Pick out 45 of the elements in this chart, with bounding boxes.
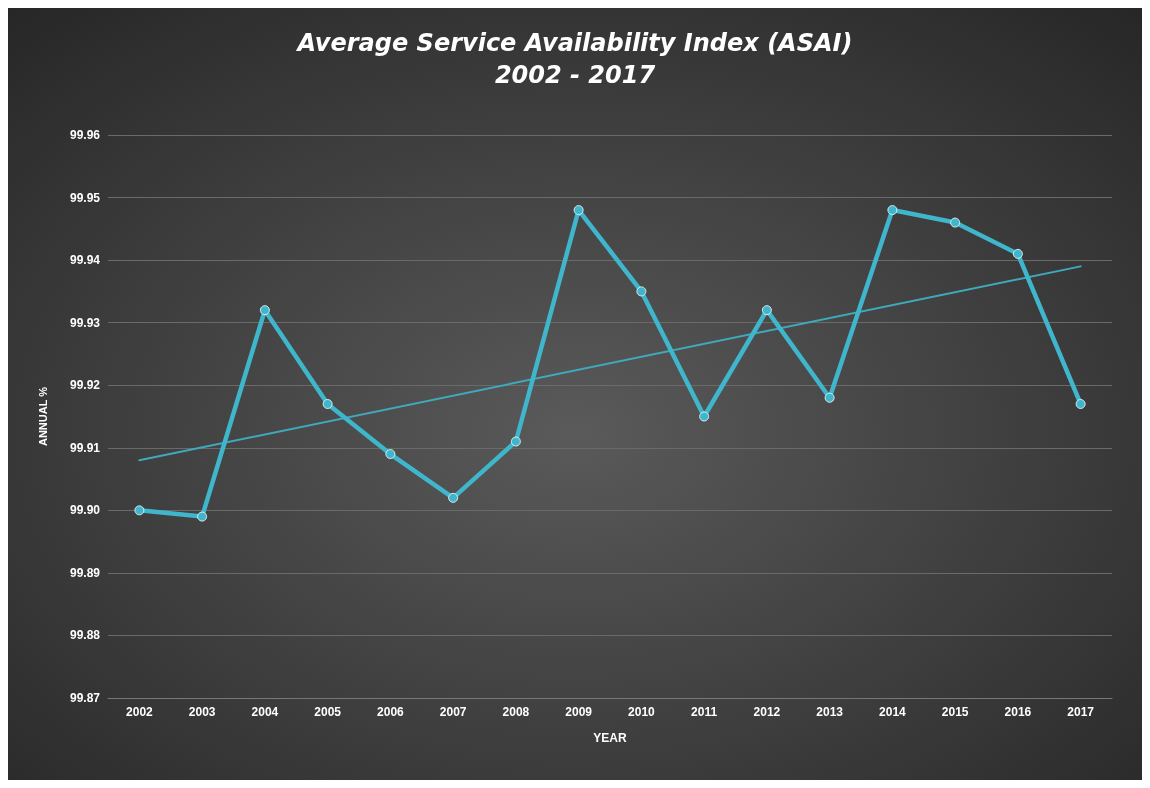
point	[950, 217, 961, 228]
x-tick-label: 2016	[1004, 705, 1032, 719]
y-axis-title: ANNUAL %	[36, 386, 49, 447]
x-tick-label: 2013	[816, 705, 844, 719]
point	[259, 305, 270, 316]
x-tick-label: 2005	[314, 705, 342, 719]
x-tick-label: 2006	[377, 705, 405, 719]
point	[699, 411, 710, 422]
y-tick-label: 99.88	[69, 628, 101, 643]
y-tick-label: 99.95	[69, 190, 101, 205]
y-tick-label: 99.94	[69, 253, 101, 268]
point	[887, 205, 898, 215]
y-tick-label: 99.90	[69, 503, 101, 518]
x-tick-label: 2014	[879, 705, 907, 719]
point	[1012, 248, 1023, 259]
x-tick-label: 2009	[565, 705, 593, 719]
y-tick-label: 99.92	[69, 378, 101, 393]
x-tick-label: 2011	[691, 705, 718, 719]
x-tick-label: 2012	[753, 705, 781, 719]
point	[385, 449, 396, 459]
point	[510, 436, 521, 447]
x-tick-label: 2007	[439, 705, 467, 719]
point	[573, 205, 584, 215]
point	[761, 305, 772, 316]
point	[322, 399, 333, 409]
point	[824, 392, 835, 403]
x-tick-label: 2008	[502, 705, 530, 719]
x-tick-label: 2003	[188, 705, 216, 719]
point	[134, 505, 145, 516]
x-tick-label: 2017	[1067, 705, 1095, 719]
x-tick-label: 2015	[941, 705, 969, 719]
y-tick-label: 99.91	[69, 440, 101, 455]
x-tick-label: 2010	[628, 705, 656, 719]
y-tick-label: 99.87	[69, 691, 101, 705]
point	[636, 286, 647, 297]
y-tick-label: 99.89	[69, 565, 101, 580]
point	[1075, 399, 1086, 409]
x-tick-label: 2002	[126, 705, 154, 719]
point	[197, 511, 208, 522]
y-tick-label: 99.93	[69, 315, 101, 330]
chart-title: Average Service Availability Index (ASAI) 2002 - 2017	[295, 29, 853, 89]
x-axis-title: YEAR	[593, 731, 627, 745]
point	[448, 492, 459, 503]
y-tick-label: 99.96	[69, 128, 101, 142]
x-tick-label: 2004	[251, 705, 279, 719]
